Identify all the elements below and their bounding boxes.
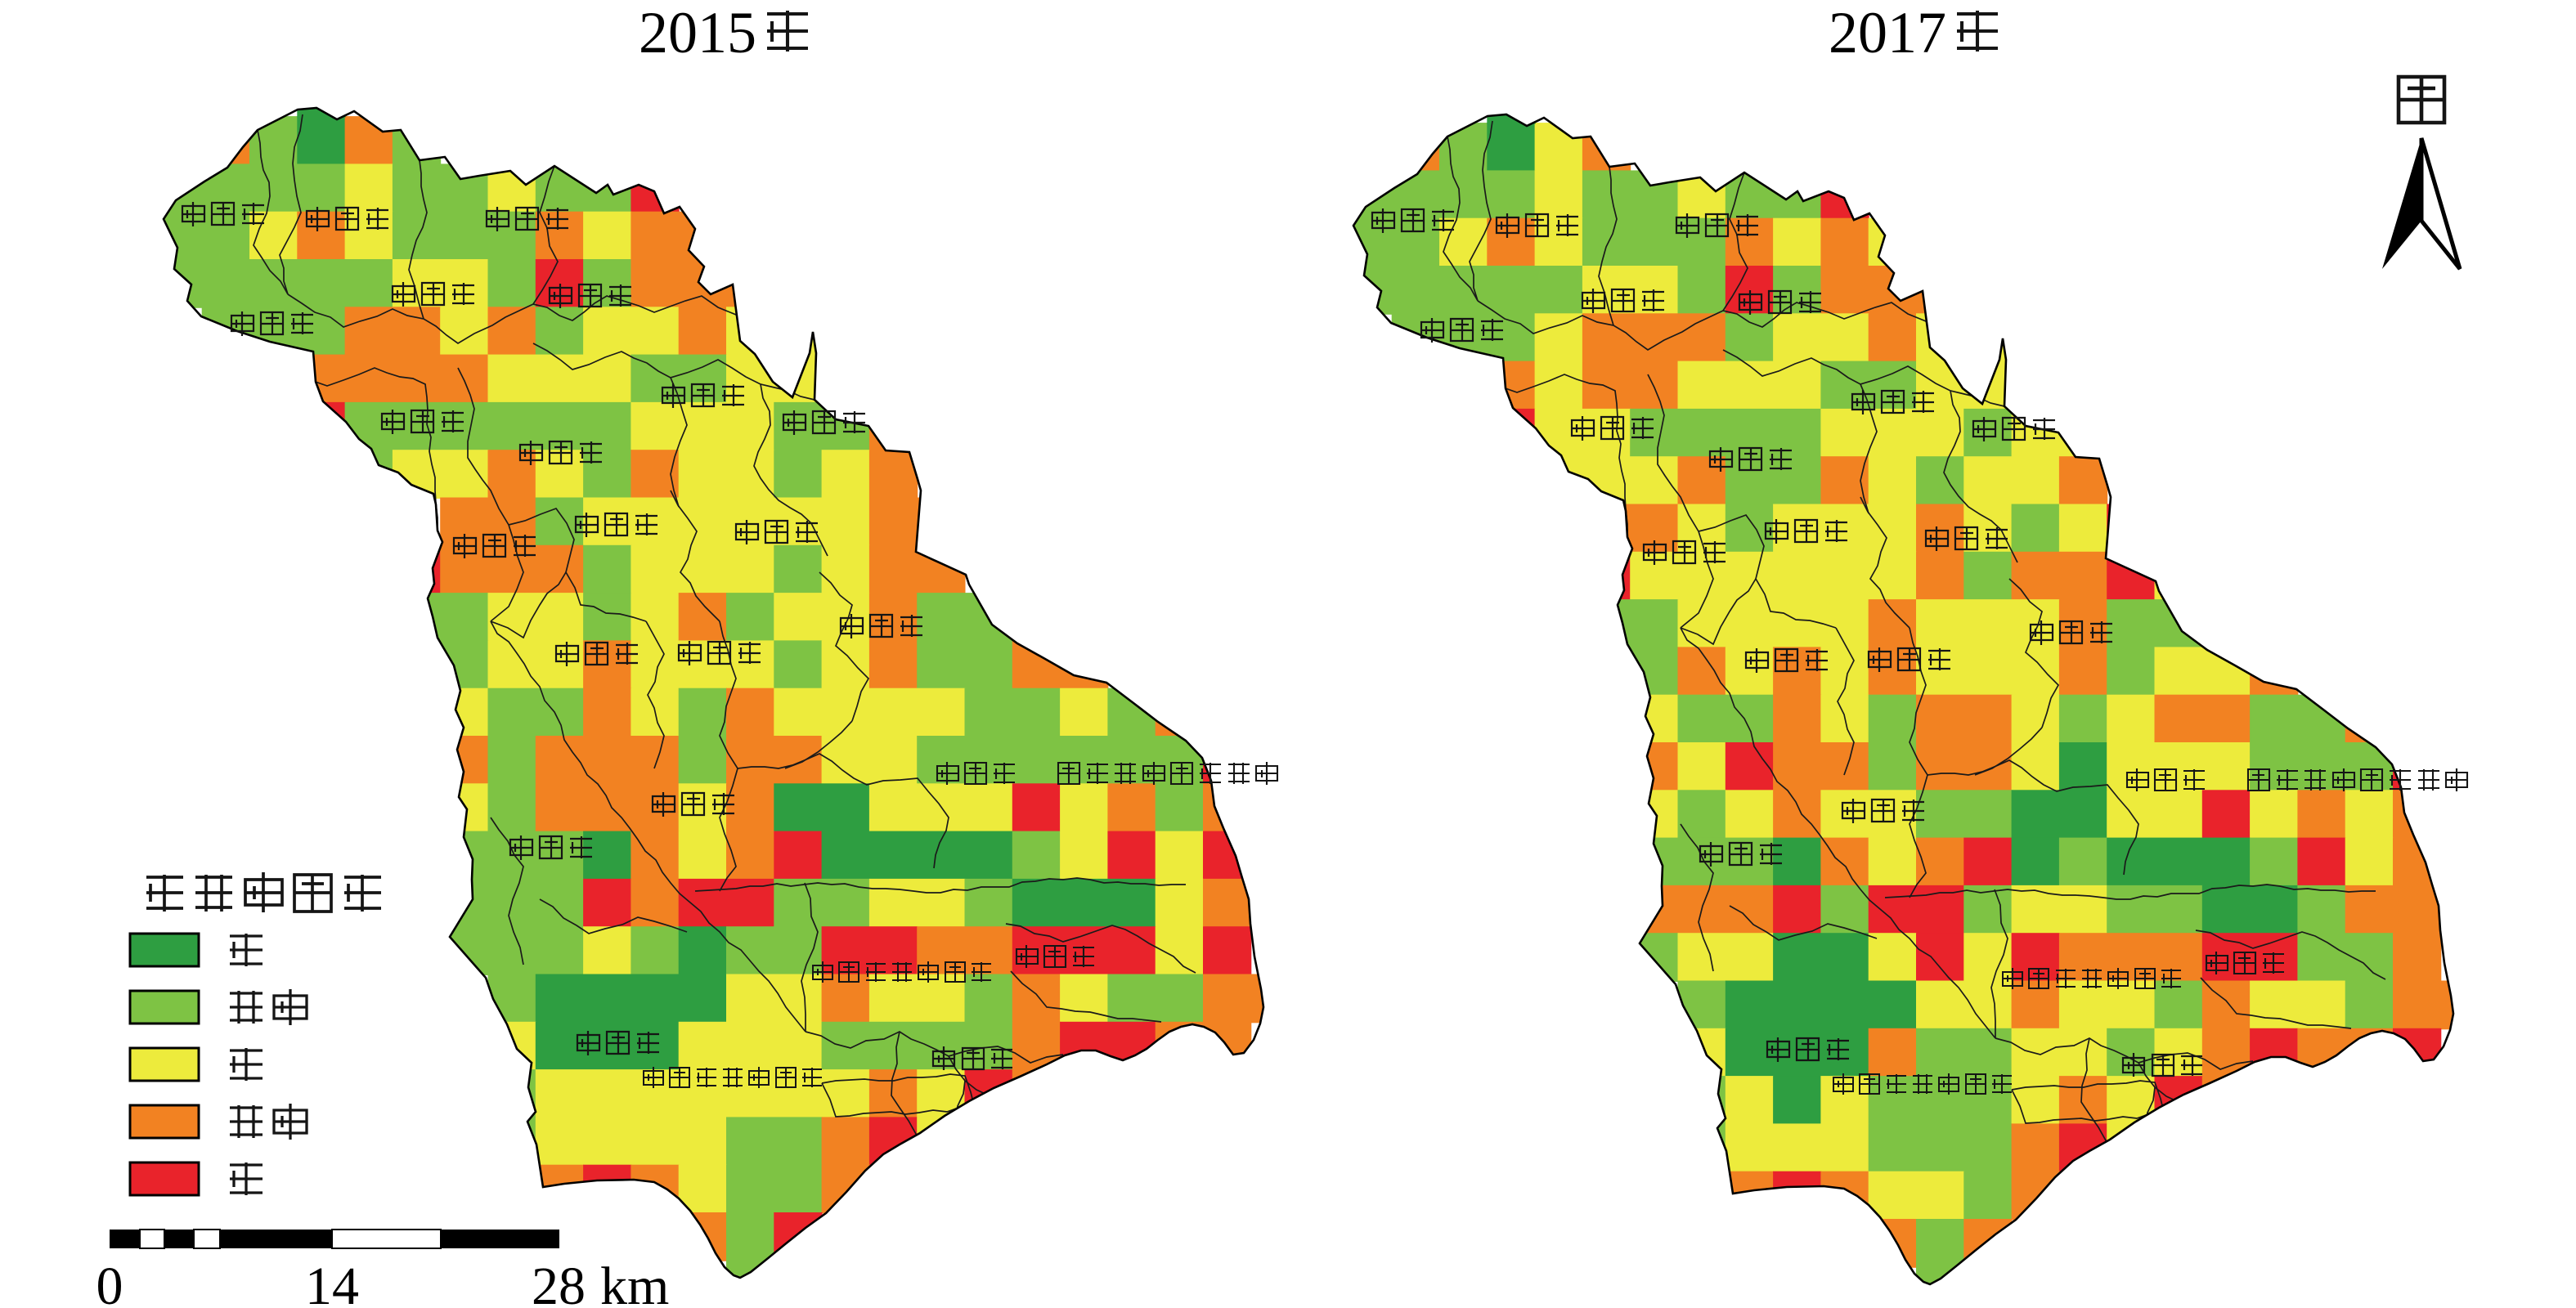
svg-text:2015: 2015 <box>639 0 756 65</box>
svg-text:14: 14 <box>305 1256 359 1308</box>
svg-text:km: km <box>600 1256 669 1308</box>
svg-text:2017: 2017 <box>1829 0 1946 65</box>
svg-text:0: 0 <box>96 1256 123 1308</box>
svg-text:28: 28 <box>532 1256 586 1308</box>
